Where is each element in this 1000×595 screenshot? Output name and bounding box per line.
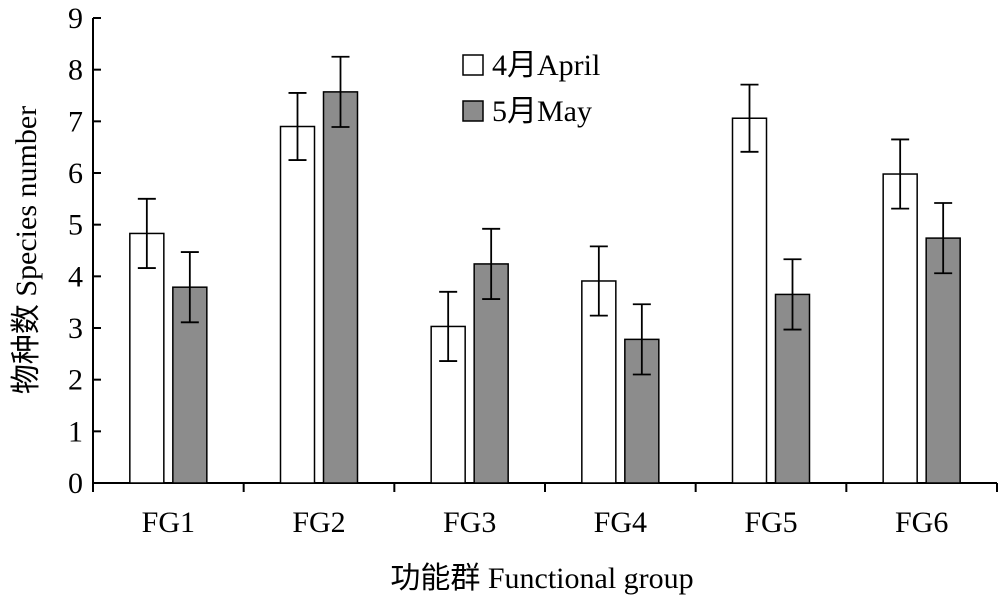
legend-swatch-series-1 bbox=[462, 54, 484, 76]
x-tick-label: FG6 bbox=[895, 506, 948, 539]
legend-label-series-2: 5月May bbox=[492, 95, 592, 128]
y-tick-label: 2 bbox=[68, 364, 83, 397]
y-tick-label: 7 bbox=[68, 105, 83, 138]
bar-fg2-series-2 bbox=[322, 91, 359, 484]
legend-label-series-1: 4月April bbox=[492, 49, 600, 82]
legend: 4月April 5月May bbox=[462, 49, 600, 128]
y-tick-label: 4 bbox=[68, 260, 83, 293]
bar-fg2-series-1 bbox=[279, 125, 316, 484]
y-tick-label: 5 bbox=[68, 209, 83, 242]
y-tick-label: 3 bbox=[68, 312, 83, 345]
bar-fg3-series-2 bbox=[473, 263, 509, 484]
x-axis-ticks: FG1 FG2 FG3 FG4 FG5 FG6 bbox=[92, 483, 998, 539]
plot-area bbox=[92, 18, 997, 484]
x-tick-label: FG4 bbox=[594, 506, 647, 539]
x-axis-label: 功能群 Functional group bbox=[390, 562, 693, 595]
y-tick-label: 9 bbox=[68, 2, 83, 35]
bar-fg4-series-2 bbox=[624, 338, 660, 484]
bar-fg4-series-1 bbox=[581, 280, 617, 484]
legend-swatch-series-2 bbox=[462, 100, 484, 122]
bar-fg6-series-2 bbox=[925, 237, 961, 484]
x-tick-label: FG5 bbox=[744, 506, 797, 539]
bar-fg1-series-1 bbox=[129, 232, 165, 484]
y-axis-label: 物种数 Species number bbox=[10, 106, 43, 394]
x-tick-label: FG1 bbox=[142, 506, 195, 539]
y-axis-ticks: 0 1 2 3 4 5 6 7 8 9 bbox=[68, 2, 101, 500]
y-tick-label: 1 bbox=[68, 415, 83, 448]
bar-fg5-series-1 bbox=[731, 117, 768, 484]
y-tick-label: 8 bbox=[68, 54, 83, 87]
x-tick-label: FG3 bbox=[443, 506, 496, 539]
bar-fg6-series-1 bbox=[882, 173, 918, 484]
y-tick-label: 6 bbox=[68, 157, 83, 190]
y-tick-label: 0 bbox=[68, 467, 83, 500]
x-tick-label: FG2 bbox=[292, 506, 345, 539]
